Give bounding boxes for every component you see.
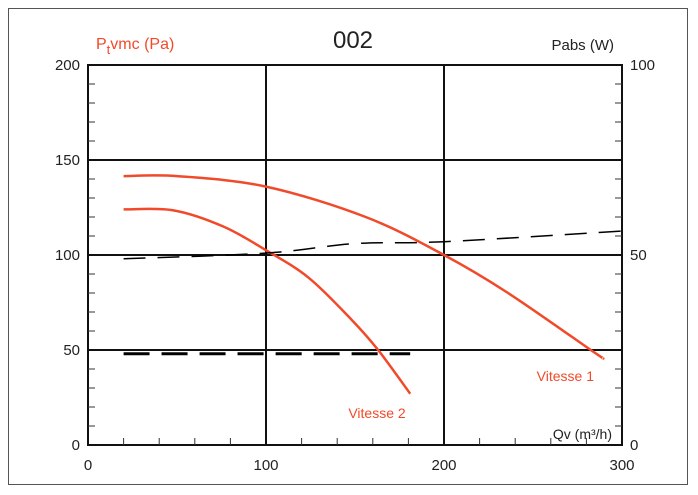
series-label-vitesse-2: Vitesse 2 <box>348 405 406 421</box>
chart-frame <box>8 8 688 485</box>
x-tick-label: 100 <box>253 457 278 474</box>
y-tick-label-left: 0 <box>72 437 80 454</box>
series-layer <box>123 174 623 395</box>
y-tick-label-left: 200 <box>55 57 80 74</box>
x-tick-label: 0 <box>84 457 92 474</box>
y-tick-label-right: 50 <box>630 247 647 264</box>
grid <box>87 64 623 446</box>
y-tick-label-left: 50 <box>63 342 80 359</box>
series-label-vitesse-1: Vitesse 1 <box>537 368 595 384</box>
y-tick-label-left: 150 <box>55 152 80 169</box>
ticks: 0 100 200 300 0 50 100 150 200 0 50 100 <box>55 57 655 474</box>
y-tick-label-left: 100 <box>55 247 80 264</box>
x-tick-label: 200 <box>431 457 456 474</box>
y-axis-right-label: Pabs (W) <box>551 37 614 54</box>
x-tick-label: 300 <box>609 457 634 474</box>
chart-title: 002 <box>333 27 373 54</box>
y-axis-left-label: Ptvmc (Pa) <box>96 36 174 57</box>
series-line-vitesse-2 <box>123 207 412 395</box>
series-line-vitesse-1 <box>123 174 605 360</box>
y-tick-label-right: 0 <box>630 437 638 454</box>
y-tick-label-right: 100 <box>630 57 655 74</box>
x-axis-label: Qv (m³/h) <box>553 426 612 442</box>
